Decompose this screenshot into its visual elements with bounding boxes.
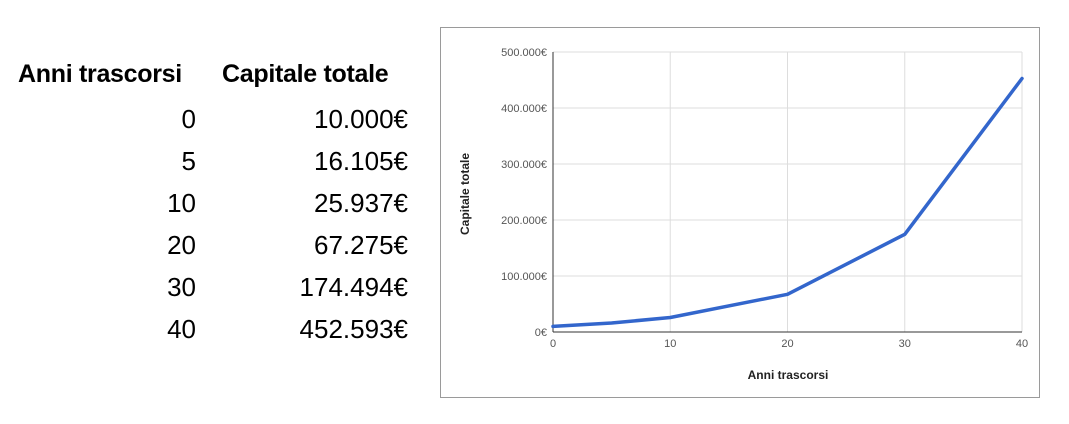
table-row: 0 10.000€ xyxy=(18,104,418,144)
cell-years: 20 xyxy=(167,230,196,260)
x-tick-label: 20 xyxy=(781,338,793,350)
header-capital: Capitale totale xyxy=(222,60,389,88)
table-row: 20 67.275€ xyxy=(18,230,418,270)
series-line xyxy=(551,76,1024,329)
y-axis-title: Capitale totale xyxy=(458,153,472,235)
x-tick-label: 10 xyxy=(664,338,676,350)
chart-frame: 0€ 100.000€ 200.000€ 300.000€ 400.000€ 500.00… xyxy=(440,27,1040,398)
table-row: 40 452.593€ xyxy=(18,314,418,354)
y-tick-label: 0€ xyxy=(535,327,547,339)
header-years: Anni trascorsi xyxy=(18,60,182,88)
cell-capital: 10.000€ xyxy=(314,104,408,134)
cell-years: 5 xyxy=(181,146,196,176)
axes xyxy=(552,52,1022,333)
cell-years: 10 xyxy=(167,188,196,218)
y-tick-label: 400.000€ xyxy=(501,103,547,115)
x-tick-label: 40 xyxy=(1016,338,1028,350)
y-tick-label: 500.000€ xyxy=(501,47,547,59)
line-chart: 0€ 100.000€ 200.000€ 300.000€ 400.000€ 500.00… xyxy=(458,47,1028,382)
cell-years: 0 xyxy=(181,104,196,134)
cell-capital: 16.105€ xyxy=(314,146,408,176)
y-tick-label: 100.000€ xyxy=(501,271,547,283)
x-axis-title: Anni trascorsi xyxy=(748,368,829,382)
table-row: 10 25.937€ xyxy=(18,188,418,228)
tick-labels: 0€ 100.000€ 200.000€ 300.000€ 400.000€ 500.00… xyxy=(501,47,1028,350)
grid-lines xyxy=(552,51,1023,333)
table-row: 5 16.105€ xyxy=(18,146,418,186)
y-tick-label: 200.000€ xyxy=(501,215,547,227)
table-row: 30 174.494€ xyxy=(18,272,418,312)
cell-capital: 174.494€ xyxy=(299,272,408,302)
y-tick-label: 300.000€ xyxy=(501,159,547,171)
cell-capital: 25.937€ xyxy=(314,188,408,218)
x-tick-label: 30 xyxy=(899,338,911,350)
cell-capital: 67.275€ xyxy=(314,230,408,260)
x-tick-label: 0 xyxy=(550,338,556,350)
cell-years: 40 xyxy=(167,314,196,344)
cell-capital: 452.593€ xyxy=(299,314,408,344)
series-layer xyxy=(551,76,1024,329)
cell-years: 30 xyxy=(167,272,196,302)
